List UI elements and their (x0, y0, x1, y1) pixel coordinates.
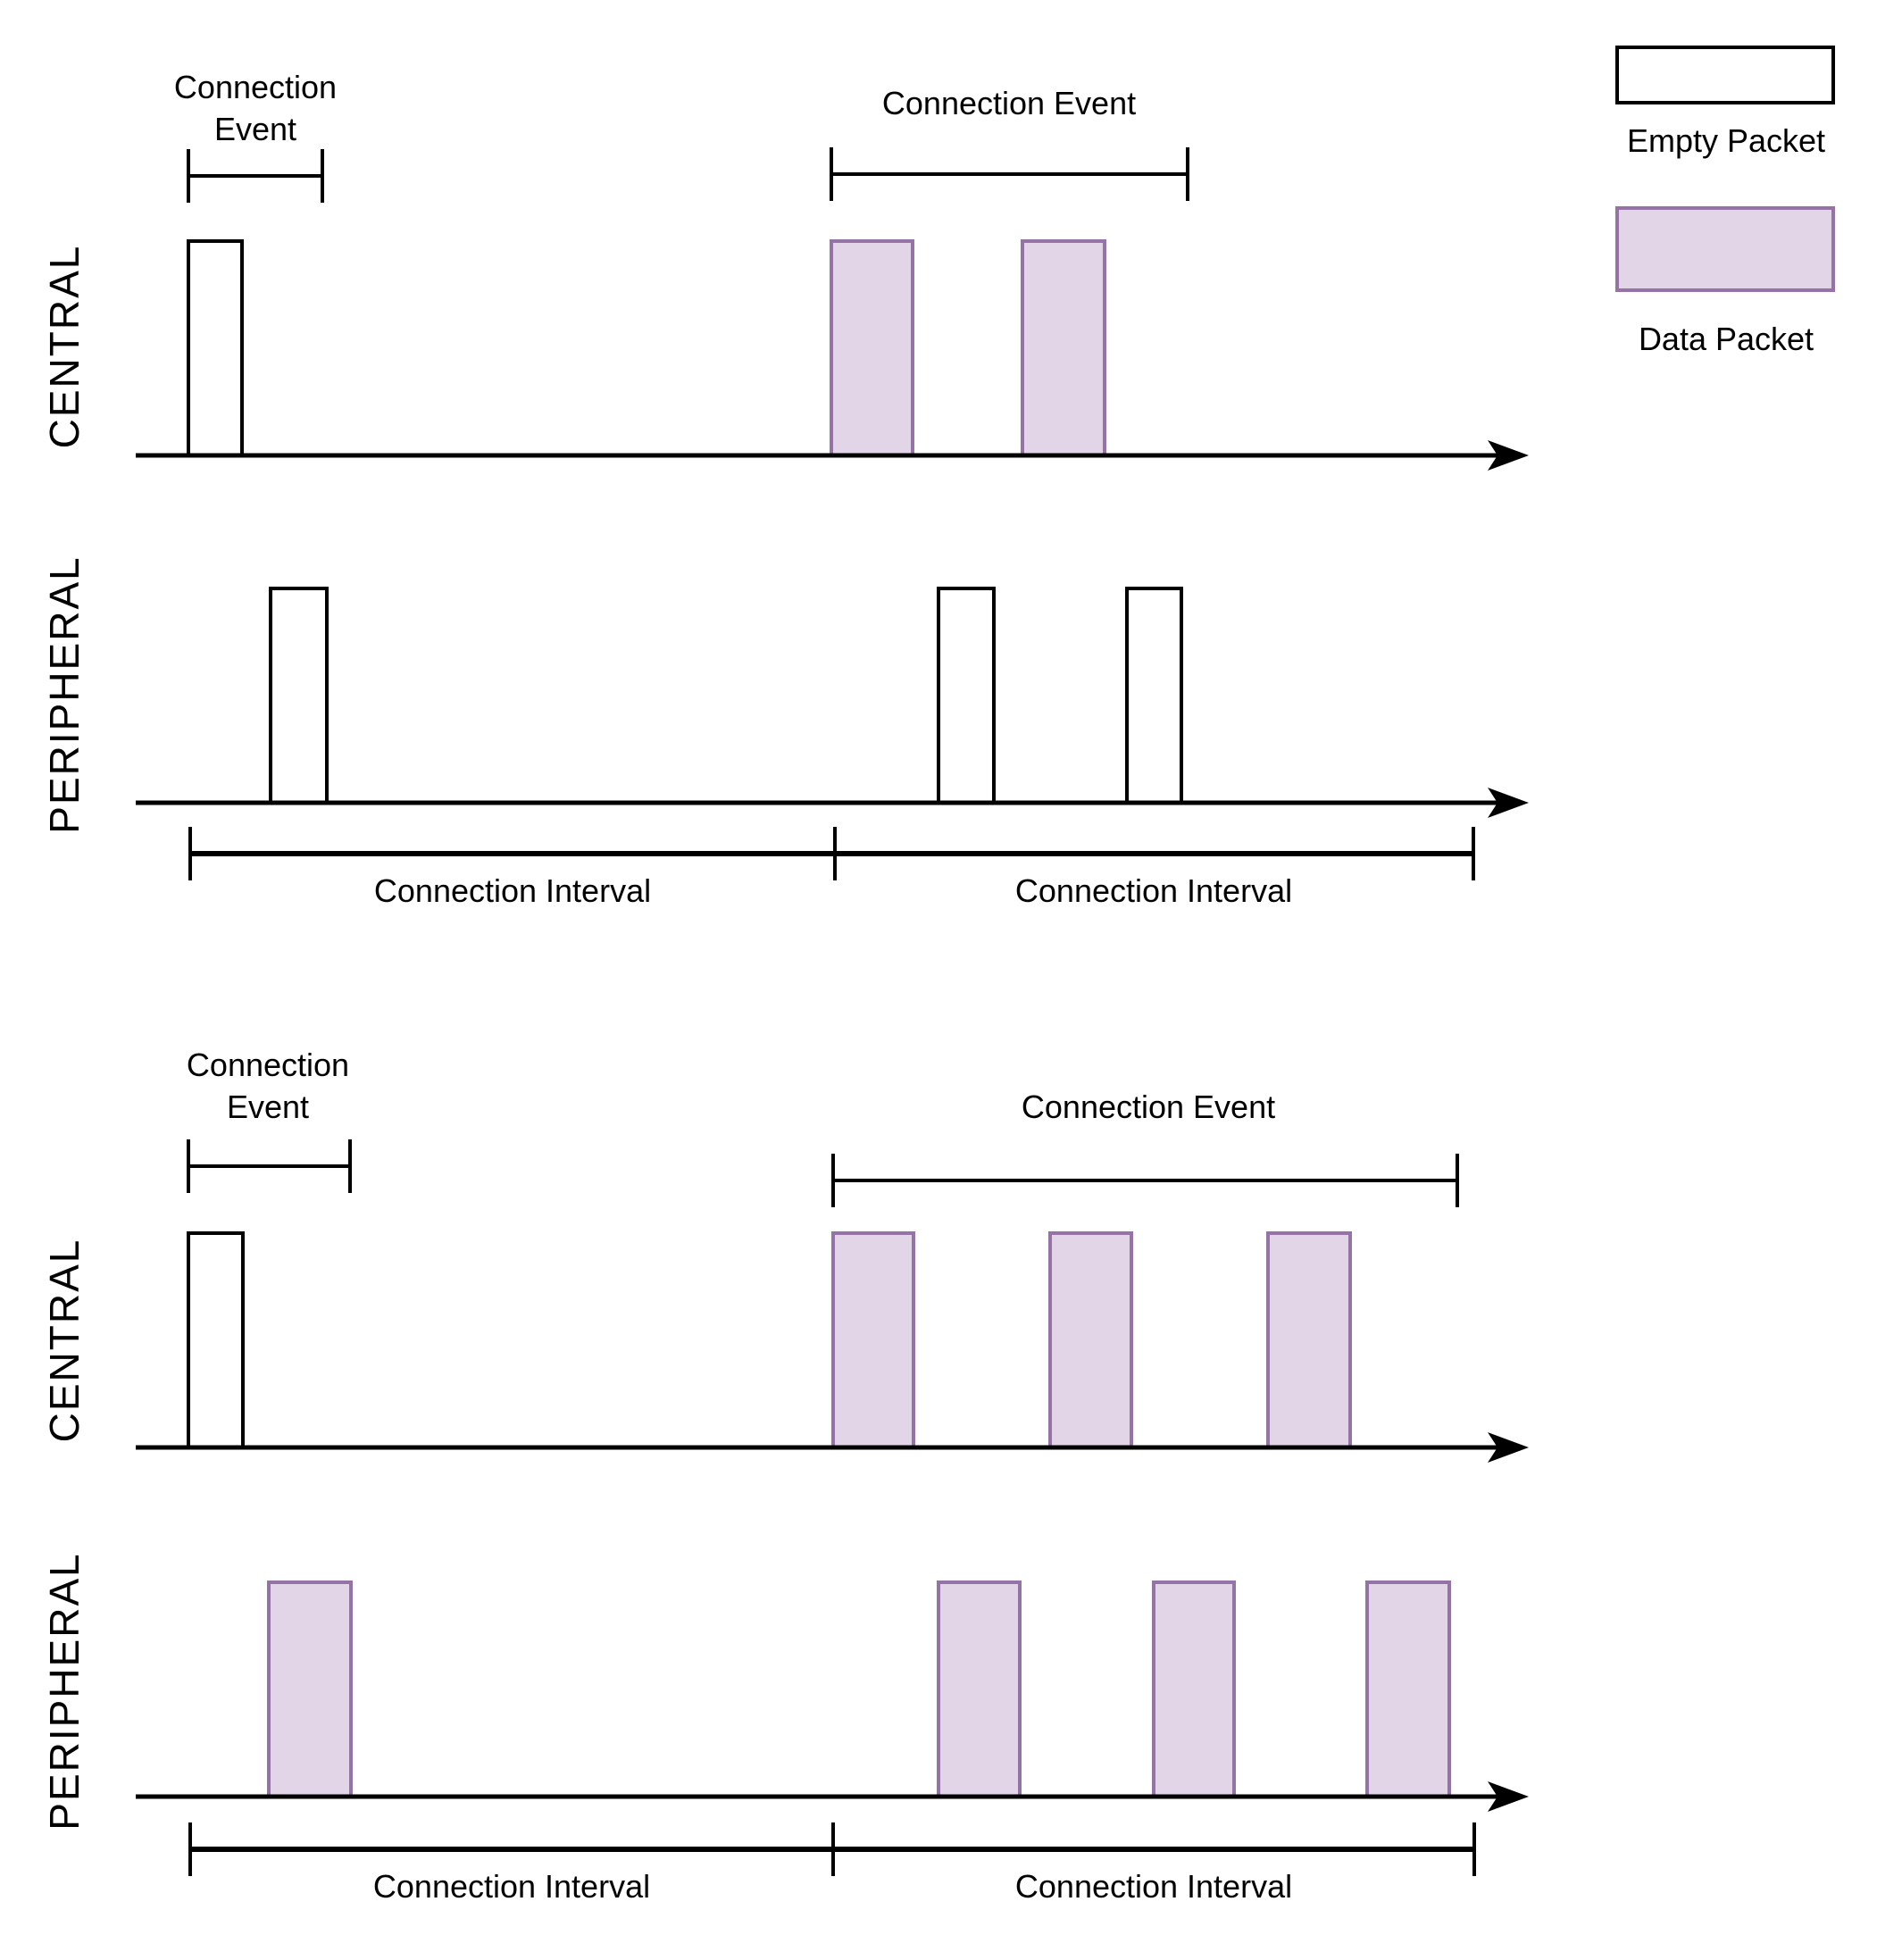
peripheral-axis-label: PERIPHERAL (41, 1552, 88, 1830)
connection-event-bracket (187, 1139, 352, 1193)
data-packet-swatch (1615, 206, 1835, 292)
empty-packet (1125, 587, 1183, 805)
timeline-arrowhead-icon (1488, 788, 1529, 818)
connection-event-label: Connection Event (1022, 1088, 1275, 1125)
data-packet-legend-label: Data Packet (1639, 321, 1814, 357)
connection-interval-label: Connection Interval (373, 1868, 650, 1905)
connection-event-bracket (830, 147, 1189, 201)
data-packet (1365, 1581, 1451, 1798)
connection-interval-label: Connection Interval (1015, 872, 1292, 909)
connection-interval-ticks (188, 827, 1475, 880)
data-packet (937, 1581, 1022, 1798)
connection-interval-label: Connection Interval (1015, 1868, 1292, 1905)
connection-event-label-line1: Connection (174, 69, 337, 105)
data-packet (830, 239, 914, 457)
empty-packet (187, 1231, 245, 1449)
timeline-arrowhead-icon (1488, 440, 1529, 471)
connection-event-bracket (187, 149, 324, 203)
connection-event-label-line1: Connection (187, 1047, 349, 1083)
data-packet (1266, 1231, 1352, 1449)
connection-event-label: Connection Event (882, 85, 1136, 121)
peripheral-timeline (269, 587, 1183, 805)
timeline-arrowhead-icon (1488, 1781, 1529, 1812)
empty-packet-swatch (1615, 46, 1835, 104)
central-axis-label: CENTRAL (41, 1239, 88, 1443)
data-packet (831, 1231, 915, 1449)
connection-event-bracket (831, 1154, 1459, 1207)
empty-packet-legend-label: Empty Packet (1627, 122, 1825, 159)
connection-event-label-line2: Event (227, 1088, 309, 1125)
data-packet (1152, 1581, 1236, 1798)
central-axis-label: CENTRAL (41, 245, 88, 449)
empty-packet (187, 239, 244, 457)
connection-interval-label: Connection Interval (374, 872, 651, 909)
timeline-arrowhead-icon (1488, 1432, 1529, 1463)
peripheral-axis-label: PERIPHERAL (41, 555, 88, 833)
connection-event-label-line2: Event (214, 111, 296, 147)
central-timeline (187, 239, 1106, 457)
central-timeline (187, 1231, 1352, 1449)
legend: Empty Packet Data Packet (1615, 46, 1835, 357)
peripheral-timeline (267, 1581, 1451, 1798)
data-packet (1048, 1231, 1133, 1449)
connection-interval-ticks (188, 1822, 1476, 1876)
empty-packet (937, 587, 996, 805)
diagram-1: CENTRAL PERIPHERAL Connection Event Conn… (41, 69, 1529, 909)
data-packet (1021, 239, 1106, 457)
diagram-2: CENTRAL PERIPHERAL Connection Event Conn… (41, 1047, 1529, 1905)
data-packet (267, 1581, 353, 1798)
empty-packet (269, 587, 329, 805)
